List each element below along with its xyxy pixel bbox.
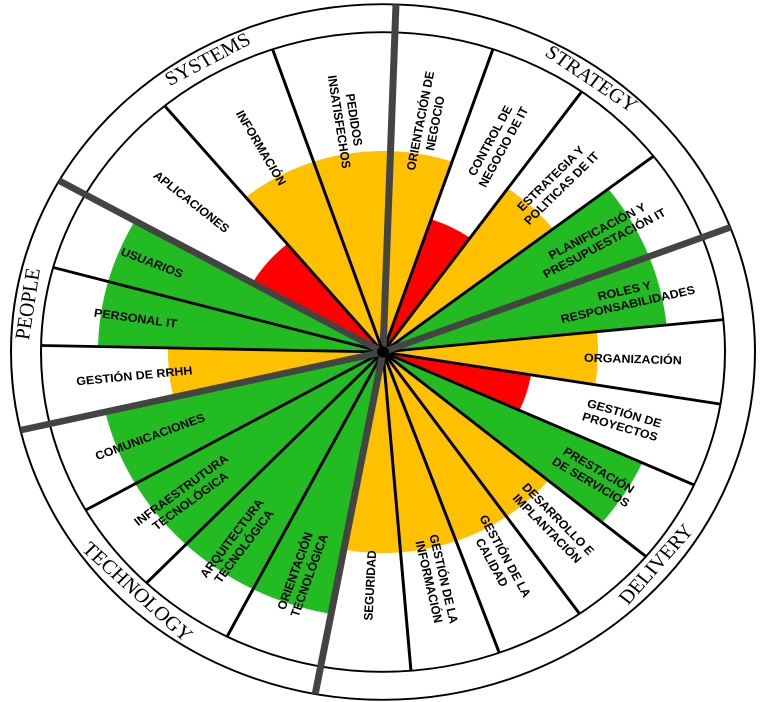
segment-divider xyxy=(382,318,724,354)
segment-label: ORGANIZACIÓN xyxy=(584,350,682,367)
segment-divider xyxy=(381,351,413,671)
segment-divider xyxy=(381,90,583,353)
segment-divider xyxy=(84,350,384,512)
level-wedge xyxy=(383,352,507,542)
level-wedge xyxy=(383,352,643,523)
group-divider xyxy=(381,224,732,356)
segment-label: SEGURIDAD xyxy=(361,550,379,621)
level-wedge xyxy=(383,219,471,352)
level-wedge xyxy=(245,161,383,352)
segment-divider xyxy=(225,351,385,638)
segment-divider xyxy=(382,155,655,354)
group-divider xyxy=(57,177,385,355)
level-wedge xyxy=(105,352,383,484)
segment-divider xyxy=(382,350,721,406)
wheel-body: ORIENTACIÓN DENEGOCIO CONTROL DENEGOCIO D… xyxy=(10,3,756,701)
level-wedge xyxy=(383,352,549,517)
segment-divider xyxy=(52,266,384,354)
segment-divider xyxy=(41,344,384,354)
segment-label-line: SEGURIDAD xyxy=(361,550,379,621)
level-wedge xyxy=(383,331,598,385)
segment-divider xyxy=(381,48,495,353)
level-wedge xyxy=(253,352,383,615)
segment-divider xyxy=(271,48,385,353)
group-divider xyxy=(379,4,400,353)
level-wedge xyxy=(252,244,383,352)
segment-divider xyxy=(163,104,385,353)
segment-divider xyxy=(381,351,581,615)
group-divider xyxy=(19,348,384,434)
group-divider xyxy=(311,351,387,695)
segment-divider xyxy=(381,351,501,654)
segment-divider xyxy=(382,350,695,487)
level-wedge xyxy=(383,188,553,352)
level-wedge xyxy=(135,352,383,545)
segment-label-line: ORGANIZACIÓN xyxy=(584,350,682,367)
level-wedge xyxy=(383,188,650,352)
dividers xyxy=(19,4,732,695)
level-wedge xyxy=(185,352,383,590)
hub xyxy=(377,346,389,358)
segment-divider xyxy=(382,350,647,558)
segment-divider xyxy=(145,351,385,584)
level-wedge xyxy=(313,150,391,352)
